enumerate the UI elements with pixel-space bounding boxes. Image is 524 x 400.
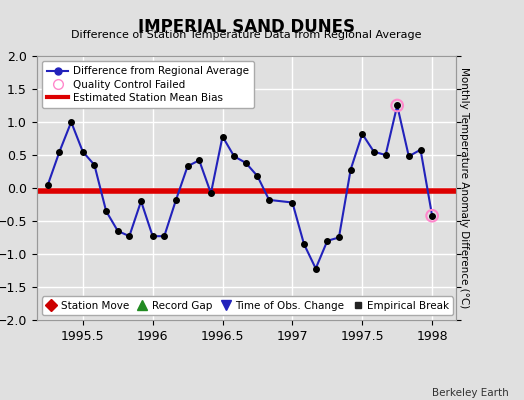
Point xyxy=(195,157,203,164)
Point xyxy=(67,119,75,125)
Point xyxy=(148,233,157,239)
Point xyxy=(323,238,332,244)
Point xyxy=(335,234,343,241)
Point xyxy=(102,208,111,214)
Point xyxy=(230,153,238,160)
Point xyxy=(172,197,180,203)
Point xyxy=(369,148,378,155)
Point xyxy=(207,190,215,196)
Point xyxy=(393,102,401,109)
Point xyxy=(219,133,227,140)
Point xyxy=(183,163,192,170)
Point xyxy=(300,241,308,247)
Point xyxy=(160,233,168,239)
Point xyxy=(288,199,297,206)
Point xyxy=(242,160,250,166)
Point xyxy=(137,198,145,204)
Point xyxy=(393,102,401,109)
Point xyxy=(125,233,134,239)
Point xyxy=(428,212,436,219)
Legend: Station Move, Record Gap, Time of Obs. Change, Empirical Break: Station Move, Record Gap, Time of Obs. C… xyxy=(42,296,453,315)
Point xyxy=(381,152,390,158)
Text: Berkeley Earth: Berkeley Earth xyxy=(432,388,508,398)
Text: Difference of Station Temperature Data from Regional Average: Difference of Station Temperature Data f… xyxy=(71,30,421,40)
Point xyxy=(265,197,273,203)
Point xyxy=(405,153,413,160)
Y-axis label: Monthly Temperature Anomaly Difference (°C): Monthly Temperature Anomaly Difference (… xyxy=(459,67,469,309)
Point xyxy=(55,148,63,155)
Point xyxy=(253,173,261,179)
Point xyxy=(358,131,366,137)
Point xyxy=(114,228,122,234)
Point xyxy=(43,182,52,188)
Point xyxy=(312,265,320,272)
Point xyxy=(428,212,436,219)
Point xyxy=(79,148,87,155)
Point xyxy=(417,146,425,153)
Point xyxy=(346,166,355,173)
Point xyxy=(90,162,99,168)
Text: IMPERIAL SAND DUNES: IMPERIAL SAND DUNES xyxy=(138,18,355,36)
